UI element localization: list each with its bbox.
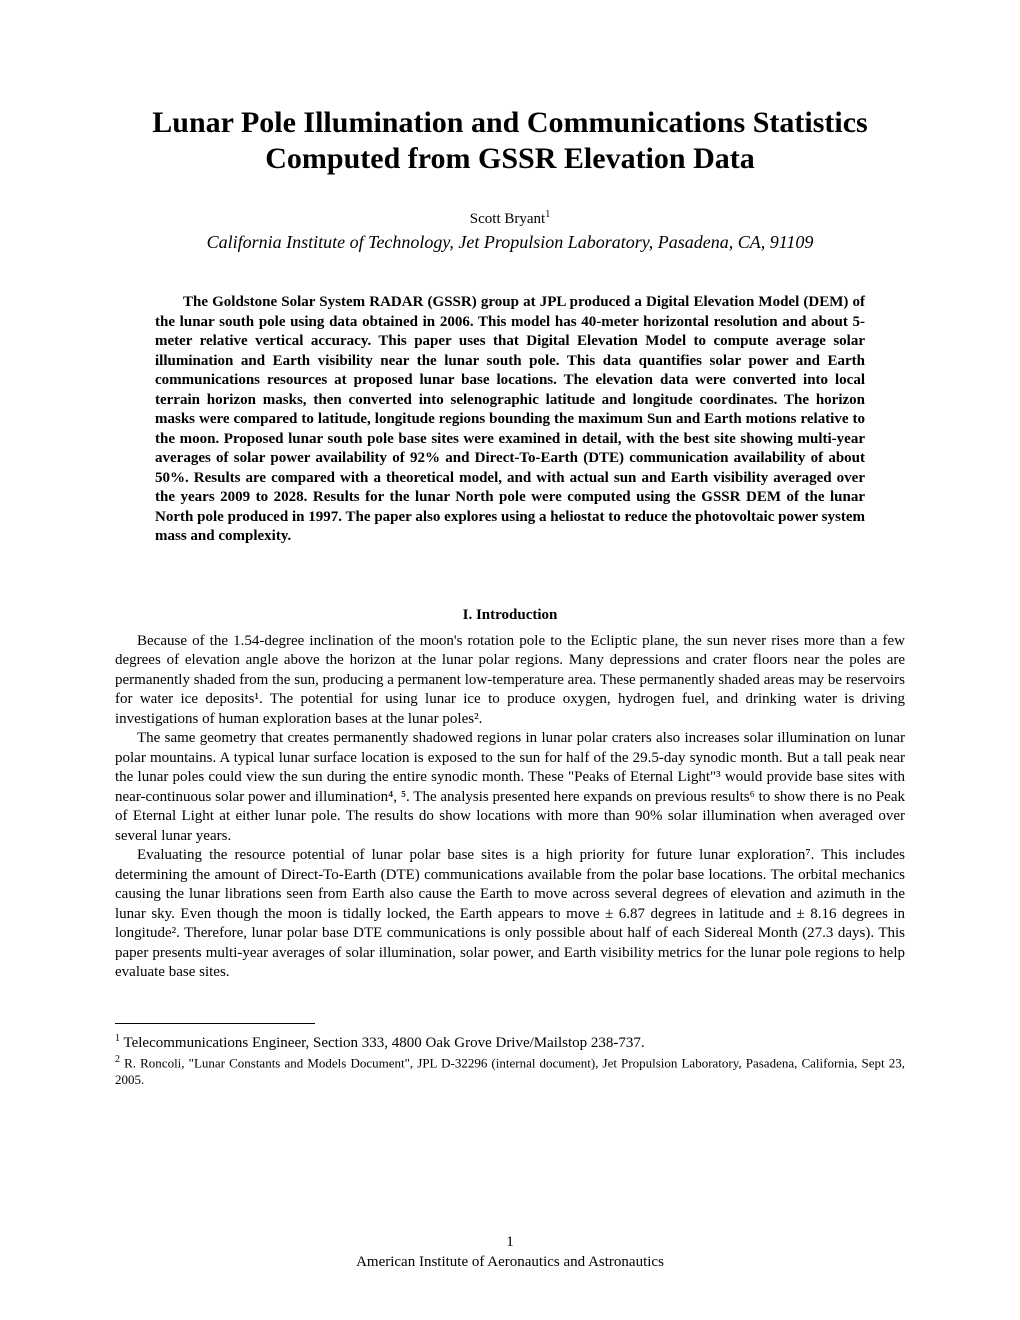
- affiliation: California Institute of Technology, Jet …: [115, 232, 905, 253]
- footnote-2-text: R. Roncoli, "Lunar Constants and Models …: [115, 1055, 905, 1087]
- author-line: Scott Bryant1: [115, 209, 905, 228]
- footnote-1-text: Telecommunications Engineer, Section 333…: [120, 1035, 645, 1051]
- footnote-separator: [115, 1023, 315, 1024]
- body-paragraph-1: Because of the 1.54-degree inclination o…: [115, 632, 905, 730]
- footnote-2: 2 R. Roncoli, "Lunar Constants and Model…: [115, 1053, 905, 1089]
- page-number: 1: [0, 1232, 1020, 1252]
- page: Lunar Pole Illumination and Communicatio…: [0, 0, 1020, 1320]
- footer-org: American Institute of Aeronautics and As…: [0, 1252, 1020, 1272]
- author-name: Scott Bryant: [470, 211, 545, 227]
- section-heading-introduction: I. Introduction: [115, 607, 905, 624]
- page-footer: 1 American Institute of Aeronautics and …: [0, 1232, 1020, 1273]
- body-paragraph-2: The same geometry that creates permanent…: [115, 729, 905, 846]
- footnote-1: 1 Telecommunications Engineer, Section 3…: [115, 1032, 905, 1054]
- paper-title: Lunar Pole Illumination and Communicatio…: [115, 105, 905, 177]
- author-footnote-ref: 1: [545, 209, 550, 220]
- body-paragraph-3: Evaluating the resource potential of lun…: [115, 846, 905, 983]
- abstract: The Goldstone Solar System RADAR (GSSR) …: [155, 293, 865, 547]
